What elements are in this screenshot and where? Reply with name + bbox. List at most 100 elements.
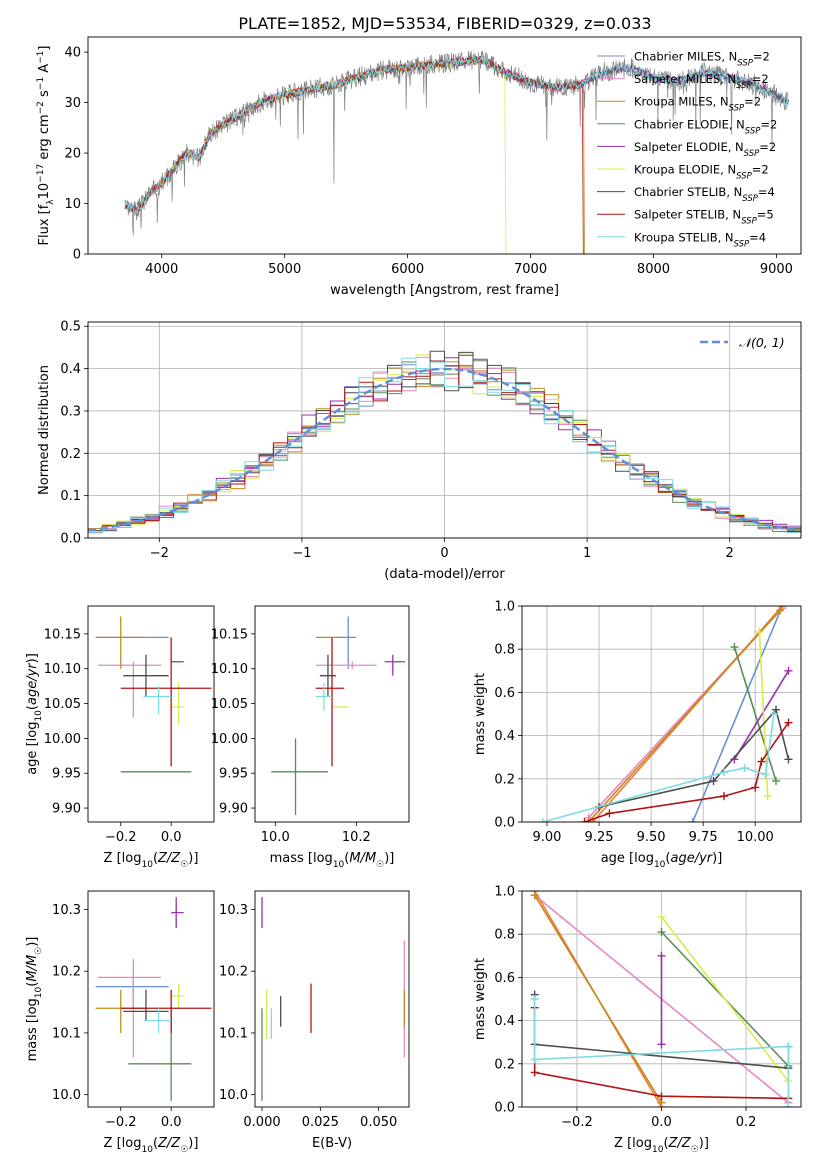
errorbar-point-kroupa-stelib — [143, 686, 172, 714]
errorbar-point-kroupa-elodie — [171, 983, 184, 1009]
figure-title: PLATE=1852, MJD=53534, FIBERID=0329, z=0… — [238, 14, 651, 33]
y-tick-label: 10.15 — [211, 627, 248, 642]
weight-line — [598, 708, 790, 808]
weight-series-kroupa-miles — [530, 891, 666, 1107]
age-vs-z-frame — [87, 605, 215, 823]
age-vs-z-y-axis-label: age [log10(age/yr)] — [25, 653, 44, 775]
y-tick-label: 10.15 — [44, 627, 81, 642]
errorbar-point-salpeter-stelib — [120, 989, 212, 1033]
legend-entry-kroupa-miles: Kroupa MILES, NSSP=2 — [634, 95, 761, 114]
x-tick-label: 9.00 — [533, 830, 562, 845]
y-tick-label: 0.2 — [494, 772, 515, 787]
weight-line — [534, 894, 663, 1104]
x-tick-label: 9.25 — [585, 830, 614, 845]
x-tick-label: 8000 — [637, 262, 670, 277]
weight-vs-age-x-axis-label: age [log10(age/yr)] — [601, 851, 723, 870]
spectrum-frame — [87, 36, 802, 255]
weight-marker — [772, 776, 781, 785]
errorbar-point-salpeter-miles — [315, 661, 377, 669]
y-tick-label: 10.3 — [219, 903, 248, 918]
weight-marker — [657, 912, 666, 921]
x-tick-label: 0.0 — [651, 1115, 672, 1130]
weight-vs-age-lines — [538, 606, 793, 822]
weight-marker — [538, 818, 547, 822]
x-tick-label: 9000 — [760, 262, 793, 277]
x-tick-label: −2 — [150, 546, 169, 561]
y-tick-label: 10.05 — [211, 697, 248, 712]
mass-vs-z-points — [95, 897, 212, 1101]
errorbar-point-salpeter-stelib — [120, 637, 212, 767]
weight-vs-z-lines — [530, 891, 793, 1107]
errorbar-point-kroupa-stelib — [315, 682, 332, 711]
weight-marker — [530, 995, 539, 1003]
mass-vs-z-y-axis-label: mass [log10(M/M☉)] — [25, 937, 44, 1062]
y-tick-label: 0.4 — [494, 1014, 515, 1029]
weight-marker — [657, 928, 666, 937]
residuals-frame — [87, 321, 802, 539]
errorbar-point-chabrier-elodie — [128, 1008, 192, 1101]
y-tick-label: 20 — [64, 147, 81, 162]
y-tick-label: 0.0 — [494, 1101, 515, 1116]
x-tick-label: 0.0 — [161, 830, 182, 845]
y-tick-label: 10.10 — [211, 662, 248, 677]
x-tick-label: −0.2 — [105, 1115, 137, 1130]
legend-entry-salpeter-elodie: Salpeter ELODIE, NSSP=2 — [634, 140, 776, 159]
x-tick-label: 7000 — [514, 262, 547, 277]
mass-vs-z-x-axis-label: Z [log10(Z/Z☉)] — [104, 1136, 199, 1155]
x-tick-label: 9.75 — [689, 830, 718, 845]
y-tick-label: 0.3 — [60, 404, 81, 419]
weight-marker — [740, 764, 749, 772]
mass-vs-ebv-x-axis-label: E(B-V) — [312, 1136, 352, 1151]
weight-marker — [755, 627, 764, 636]
errorbar-point-salpeter-elodie — [171, 897, 184, 929]
weight-marker — [657, 1040, 666, 1049]
weight-marker — [772, 705, 781, 714]
y-tick-label: 1.0 — [494, 600, 515, 615]
age-vs-z-x-axis-label: Z [log10(Z/Z☉)] — [104, 851, 199, 870]
weight-series-kroupa-miles — [584, 606, 785, 822]
errorbar-point-chabrier-stelib — [123, 989, 169, 1021]
y-tick-label: 0.4 — [494, 729, 515, 744]
weight-marker — [605, 809, 614, 818]
errorbar-point-chabrier-stelib — [123, 654, 169, 697]
x-tick-label: 0.000 — [243, 1115, 280, 1130]
errorbar-point-salpeter-stelib — [315, 637, 345, 767]
weight-line — [588, 609, 781, 822]
x-tick-label: 0 — [440, 546, 448, 561]
weight-series-chabrier-stelib — [595, 705, 793, 811]
mass-vs-z-frame — [87, 890, 215, 1108]
x-tick-label: −0.2 — [561, 1115, 593, 1130]
weight-marker — [776, 606, 785, 615]
x-tick-label: 1 — [583, 546, 591, 561]
spectrum-model-line-kroupa-stelib — [124, 56, 790, 215]
errorbar-point-kroupa-elodie — [171, 682, 184, 725]
y-tick-label: 0.8 — [494, 643, 515, 658]
weight-marker — [784, 755, 793, 764]
weight-marker — [719, 768, 728, 777]
weight-marker — [784, 666, 793, 675]
legend-entry-salpeter-stelib: Salpeter STELIB, NSSP=5 — [634, 208, 774, 227]
legend-entry-chabrier-miles: Chabrier MILES, NSSP=2 — [634, 50, 770, 69]
spectrum-lines — [124, 50, 790, 254]
errorbar-point-kroupa-miles — [95, 616, 146, 669]
weight-vs-age-frame — [521, 605, 802, 823]
weight-line — [733, 646, 777, 782]
y-tick-label: 0.1 — [60, 489, 81, 504]
weight-series-chabrier-elodie — [730, 643, 781, 785]
y-tick-label: 10.1 — [219, 1026, 248, 1041]
x-tick-label: 0.0 — [161, 1115, 182, 1130]
weight-marker — [763, 792, 772, 801]
weight-vs-z-y-axis-label: mass weight — [473, 958, 488, 1040]
spectrum-legend: Chabrier MILES, NSSP=2 Salpeter MILES, NS… — [597, 50, 777, 249]
legend-entry-kroupa-elodie: Kroupa ELODIE, NSSP=2 — [634, 163, 769, 182]
weight-series-kroupa-stelib — [530, 995, 793, 1107]
y-tick-label: 10.05 — [44, 697, 81, 712]
y-tick-label: 0.0 — [494, 816, 515, 831]
y-tick-label: 10.3 — [52, 903, 81, 918]
y-tick-label: 1.0 — [494, 885, 515, 900]
y-tick-label: 10.0 — [219, 1088, 248, 1103]
weight-marker — [751, 783, 760, 792]
weight-series-kroupa-stelib — [538, 710, 778, 822]
y-tick-label: 0.2 — [60, 447, 81, 462]
